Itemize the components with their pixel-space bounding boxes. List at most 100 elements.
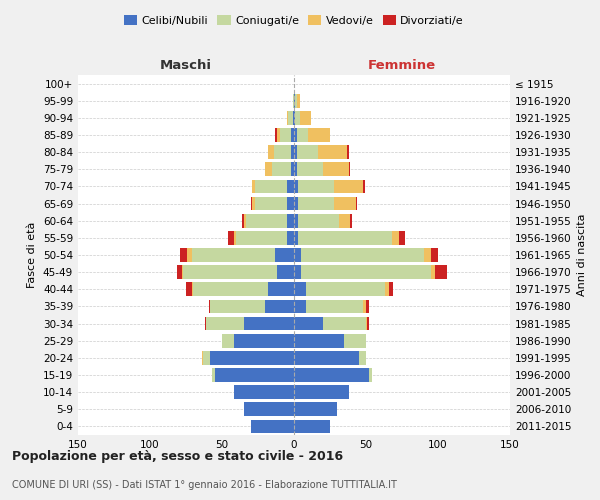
Bar (308, 128, 330, 142)
Bar (287, 196, 294, 210)
Bar (205, 316, 206, 330)
Bar (294, 402, 337, 416)
Bar (252, 180, 255, 194)
Bar (236, 231, 287, 244)
Bar (293, 94, 294, 108)
Bar (294, 94, 295, 108)
Bar (301, 248, 424, 262)
Bar (209, 300, 211, 314)
Bar (268, 146, 274, 159)
Bar (182, 266, 183, 279)
Bar (294, 162, 297, 176)
Bar (297, 162, 323, 176)
Y-axis label: Fasce di età: Fasce di età (28, 222, 37, 288)
Bar (294, 128, 297, 142)
Text: Maschi: Maschi (160, 58, 212, 71)
Bar (180, 248, 187, 262)
Bar (251, 420, 294, 434)
Bar (305, 282, 385, 296)
Bar (344, 334, 366, 347)
Text: Popolazione per età, sesso e stato civile - 2016: Popolazione per età, sesso e stato civil… (12, 450, 343, 463)
Bar (366, 300, 369, 314)
Bar (202, 351, 203, 364)
Bar (291, 146, 294, 159)
Bar (288, 111, 293, 124)
Bar (244, 214, 247, 228)
Bar (294, 334, 344, 347)
Bar (294, 146, 297, 159)
Bar (274, 146, 291, 159)
Bar (297, 94, 300, 108)
Bar (212, 368, 215, 382)
Bar (255, 196, 287, 210)
Bar (356, 196, 358, 210)
Bar (295, 111, 300, 124)
Legend: Celibi/Nubili, Coniugati/e, Vedovi/e, Divorziati/e: Celibi/Nubili, Coniugati/e, Vedovi/e, Di… (119, 10, 469, 30)
Bar (392, 231, 399, 244)
Bar (294, 180, 298, 194)
Bar (294, 214, 298, 228)
Bar (287, 214, 294, 228)
Bar (183, 266, 277, 279)
Bar (323, 162, 349, 176)
Bar (211, 300, 265, 314)
Bar (431, 248, 438, 262)
Bar (363, 180, 365, 194)
Bar (192, 248, 275, 262)
Bar (275, 248, 294, 262)
Bar (294, 282, 305, 296)
Bar (186, 282, 192, 296)
Bar (203, 351, 211, 364)
Bar (192, 282, 193, 296)
Bar (280, 128, 291, 142)
Bar (350, 214, 352, 228)
Bar (305, 300, 363, 314)
Bar (334, 196, 356, 210)
Bar (298, 231, 392, 244)
Bar (338, 214, 350, 228)
Bar (424, 248, 431, 262)
Bar (294, 420, 330, 434)
Bar (359, 351, 366, 364)
Text: Femmine: Femmine (368, 58, 436, 71)
Bar (206, 316, 244, 330)
Bar (268, 282, 294, 296)
Bar (222, 334, 233, 347)
Bar (389, 282, 394, 296)
Bar (294, 351, 359, 364)
Bar (287, 231, 294, 244)
Bar (363, 300, 366, 314)
Bar (435, 266, 446, 279)
Bar (265, 300, 294, 314)
Bar (255, 180, 287, 194)
Y-axis label: Anni di nascita: Anni di nascita (577, 214, 587, 296)
Bar (294, 386, 349, 399)
Bar (349, 162, 350, 176)
Bar (294, 368, 369, 382)
Bar (294, 111, 295, 124)
Bar (347, 146, 349, 159)
Bar (272, 162, 291, 176)
Bar (294, 300, 305, 314)
Bar (233, 231, 236, 244)
Bar (369, 368, 372, 382)
Bar (242, 214, 244, 228)
Bar (228, 231, 233, 244)
Bar (215, 368, 294, 382)
Bar (399, 231, 405, 244)
Bar (251, 196, 252, 210)
Bar (294, 231, 298, 244)
Bar (297, 128, 308, 142)
Bar (252, 196, 255, 210)
Bar (298, 196, 334, 210)
Bar (287, 180, 294, 194)
Bar (301, 266, 431, 279)
Bar (277, 266, 294, 279)
Bar (431, 266, 435, 279)
Bar (291, 162, 294, 176)
Bar (298, 214, 338, 228)
Bar (367, 316, 369, 330)
Bar (319, 146, 347, 159)
Bar (294, 196, 298, 210)
Bar (247, 214, 287, 228)
